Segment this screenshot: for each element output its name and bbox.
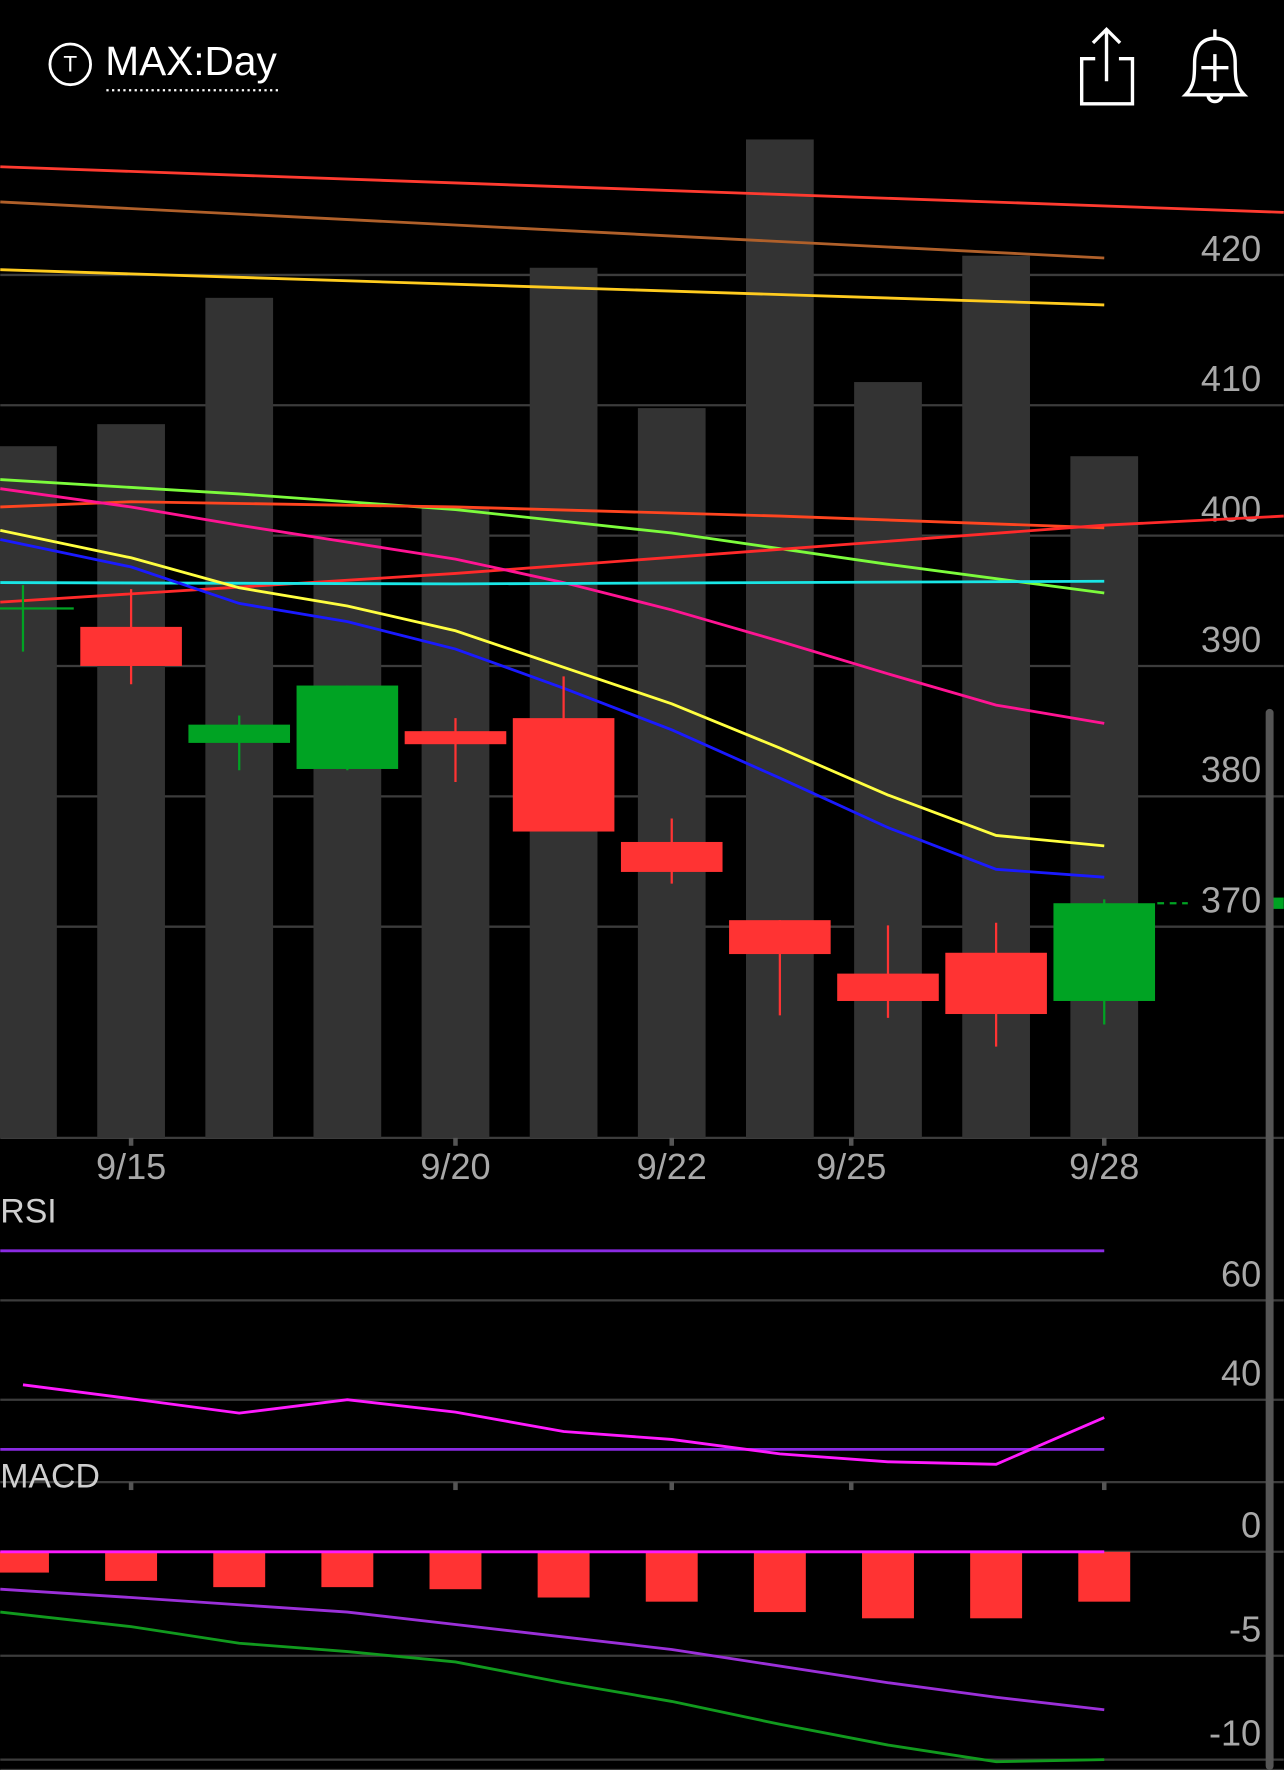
volume-bar (1070, 456, 1139, 1138)
histogram-bar (429, 1551, 482, 1590)
last-price-marker (1272, 897, 1284, 909)
histogram-bar (753, 1551, 806, 1613)
logo: T (63, 51, 77, 76)
histogram-bar (645, 1551, 698, 1602)
logo-circle (48, 42, 92, 87)
y-tick-label: 400 (1201, 488, 1261, 529)
volume-bar (0, 446, 57, 1138)
x-tick-label: 9/15 (96, 1146, 166, 1187)
y-tick-label: 0 (1241, 1505, 1261, 1546)
panel-title: RSI (0, 1192, 56, 1230)
candle-body (620, 841, 723, 872)
x-tick-label: 9/28 (1069, 1146, 1139, 1187)
candle-body (1053, 903, 1156, 1001)
indicator-line (0, 529, 1105, 848)
y-tick-label: 380 (1201, 749, 1261, 790)
header: T MAX:Day (48, 26, 1249, 106)
volume-bar (97, 424, 165, 1138)
volume-bar (421, 508, 490, 1138)
candle-body (0, 607, 74, 610)
indicator-line (0, 165, 1284, 214)
candle-body (296, 685, 399, 769)
indicator-line (0, 500, 1105, 530)
histogram-bar (1078, 1551, 1131, 1602)
volume-bar (854, 382, 922, 1138)
y-tick-label: 390 (1201, 619, 1261, 660)
symbol-title[interactable]: MAX:Day (105, 38, 277, 84)
histogram-bar (537, 1551, 590, 1598)
histogram-bar (862, 1551, 914, 1619)
indicator-line (22, 1383, 1105, 1466)
candle-body (188, 724, 291, 743)
indicator-line (0, 1610, 1105, 1764)
candle-body (729, 920, 831, 955)
x-tick-label: 9/25 (816, 1146, 886, 1187)
indicator-line (0, 268, 1105, 307)
y-tick-label: 40 (1221, 1353, 1261, 1394)
indicator-line (0, 478, 1105, 595)
y-tick-label: 410 (1201, 358, 1261, 399)
indicator-line (0, 579, 1105, 586)
scrollbar[interactable] (1265, 708, 1274, 1770)
y-tick-label: 420 (1201, 228, 1261, 269)
histogram-bar (321, 1551, 374, 1588)
y-tick-label: 370 (1201, 880, 1261, 921)
indicator-line (0, 200, 1105, 260)
histogram-bar (970, 1551, 1023, 1619)
candle-body (80, 626, 182, 666)
indicator-line (0, 1587, 1105, 1712)
share-icon[interactable] (1079, 26, 1135, 106)
candle-body (404, 731, 507, 745)
x-tick-label: 9/22 (637, 1146, 707, 1187)
histogram-bar (0, 1551, 49, 1573)
y-tick-label: -5 (1229, 1609, 1261, 1650)
y-tick-label: 60 (1221, 1253, 1261, 1294)
volume-bar (637, 408, 706, 1138)
candle-body (837, 973, 939, 1001)
panel-title: MACD (0, 1458, 100, 1496)
candle-body (512, 718, 615, 832)
histogram-bar (213, 1551, 266, 1588)
candle-body (945, 952, 1047, 1015)
volume-bar (313, 538, 382, 1138)
histogram-bar (105, 1551, 158, 1581)
y-tick-label: -10 (1209, 1712, 1261, 1753)
indicator-line (0, 514, 1284, 604)
x-tick-label: 9/20 (420, 1146, 490, 1187)
alert-icon[interactable] (1181, 29, 1249, 104)
